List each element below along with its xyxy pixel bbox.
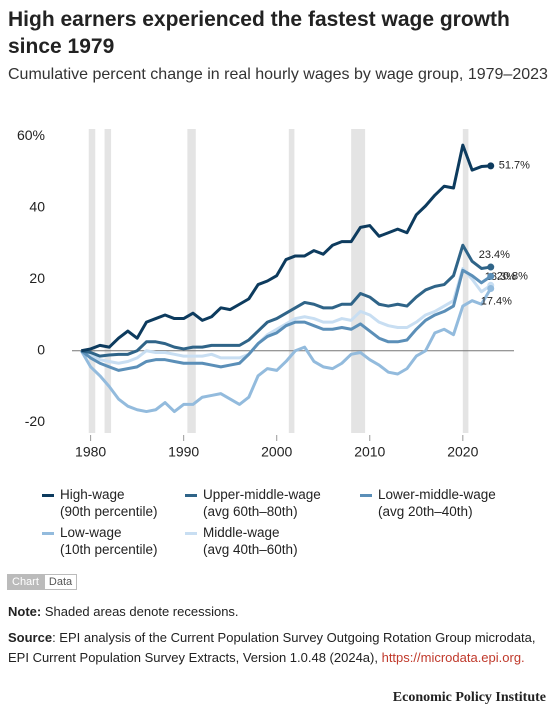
legend-label: High-wage (90th percentile) — [60, 487, 158, 519]
legend-item: Upper-middle-wage (avg 60th–80th) — [185, 486, 321, 520]
y-tick-label: 0 — [37, 341, 45, 357]
end-dot — [487, 162, 495, 170]
note: Note: Shaded areas denote recessions. — [8, 604, 239, 619]
y-tick-label: -20 — [25, 413, 45, 429]
legend-item: Low-wage (10th percentile) — [42, 524, 158, 558]
source-link[interactable]: https://microdata.epi.org. — [381, 650, 525, 665]
recession-band — [187, 129, 196, 433]
end-label: 20.8% — [497, 270, 528, 282]
legend: High-wage (90th percentile) Upper-middle-… — [0, 486, 554, 558]
legend-swatch — [42, 532, 54, 535]
series-line — [81, 143, 491, 353]
end-label: 17.4% — [481, 295, 512, 307]
chart-title: High earners experienced the fastest wag… — [8, 8, 510, 58]
y-tick-label: 20 — [29, 270, 45, 286]
x-tick-label: 1990 — [168, 444, 199, 460]
legend-swatch — [360, 494, 372, 497]
note-label: Note: — [8, 604, 42, 619]
source-text: : EPI analysis of the Current Population… — [8, 630, 536, 665]
source: Source: EPI analysis of the Current Popu… — [8, 628, 546, 668]
chart-subtitle: Cumulative percent change in real hourly… — [8, 66, 548, 83]
series-line — [80, 268, 492, 372]
legend-item: Lower-middle-wage (avg 20th–40th) — [360, 486, 496, 520]
recession-band — [104, 129, 112, 433]
recession-band — [88, 129, 96, 433]
legend-item: High-wage (90th percentile) — [42, 486, 158, 520]
legend-label: Lower-middle-wage (avg 20th–40th) — [378, 487, 496, 519]
y-tick-label: 60% — [17, 127, 45, 143]
series-line — [80, 287, 493, 414]
chart-button[interactable]: Chart — [7, 574, 44, 590]
data-button[interactable]: Data — [43, 574, 78, 590]
x-tick-label: 1980 — [75, 444, 106, 460]
legend-label: Low-wage (10th percentile) — [60, 525, 158, 557]
y-tick-label: 40 — [29, 198, 45, 214]
end-label: 23.4% — [479, 249, 510, 261]
end-dot — [487, 272, 495, 280]
recession-band — [462, 129, 469, 433]
recession-band — [288, 129, 295, 433]
series-line — [81, 243, 491, 358]
view-toggle: Chart Data — [7, 574, 78, 590]
x-tick-label: 2000 — [261, 444, 292, 460]
legend-swatch — [42, 494, 54, 497]
end-dot — [487, 285, 495, 293]
x-tick-label: 2010 — [354, 444, 385, 460]
series-line — [80, 266, 492, 365]
legend-label: Middle-wage (avg 40th–60th) — [203, 525, 298, 557]
end-label: 51.7% — [499, 160, 530, 172]
legend-label: Upper-middle-wage (avg 60th–80th) — [203, 487, 321, 519]
legend-swatch — [185, 494, 197, 497]
recession-band — [351, 129, 366, 433]
legend-swatch — [185, 532, 197, 535]
legend-item: Middle-wage (avg 40th–60th) — [185, 524, 298, 558]
x-tick-label: 2020 — [447, 444, 478, 460]
source-label: Source — [8, 630, 53, 645]
note-text: Shaded areas denote recessions. — [44, 604, 239, 619]
end-dot — [487, 263, 495, 271]
publisher: Economic Policy Institute — [392, 690, 546, 705]
